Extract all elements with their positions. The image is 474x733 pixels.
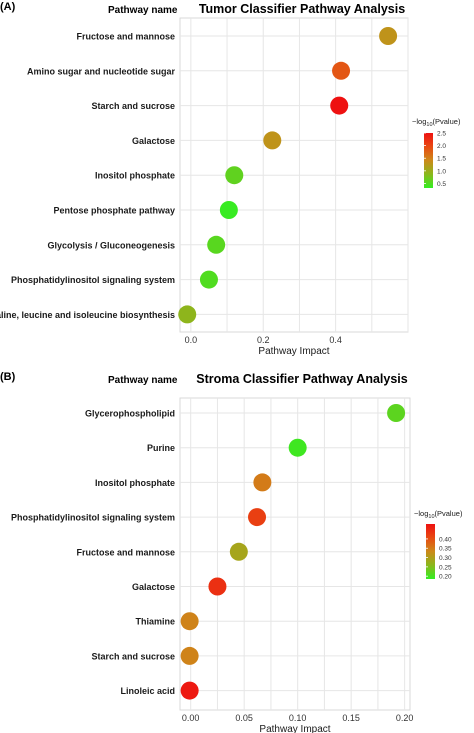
chart-title: Tumor Classifier Pathway Analysis	[199, 2, 405, 16]
x-tick-label: 0.00	[182, 713, 200, 723]
x-tick-label: 0.05	[235, 713, 253, 723]
x-tick-label: 0.4	[329, 335, 342, 345]
data-point	[253, 473, 272, 492]
data-point	[180, 681, 199, 700]
data-point	[387, 404, 406, 422]
x-tick-label: 0.15	[342, 713, 360, 723]
data-point	[219, 201, 238, 219]
legend-tick-label: 0.5	[437, 181, 446, 188]
pathway-label: Galactose	[132, 582, 175, 592]
legend-tick-label: 2.5	[437, 131, 446, 138]
pathway-label: Fructose and mannose	[76, 32, 175, 42]
x-axis-label: Pathway Impact	[258, 346, 329, 357]
data-point	[332, 61, 351, 80]
pathway-label: Purine	[147, 443, 175, 453]
data-point	[208, 577, 227, 596]
x-tick-label: 0.0	[185, 335, 198, 345]
legend-colorbar	[424, 133, 433, 188]
data-point	[248, 508, 267, 527]
data-point	[225, 166, 244, 185]
chart-title: Stroma Classifier Pathway Analysis	[196, 372, 407, 386]
chart-panel-1: Fructose and mannose Amino sugar and nucl…	[0, 1, 461, 357]
pathway-label: Phosphatidylinositol signaling system	[11, 513, 175, 523]
row-header: Pathway name	[108, 5, 178, 16]
pathway-label: Thiamine	[135, 617, 175, 627]
pathway-label: Valine, leucine and isoleucine biosynthe…	[0, 310, 175, 320]
legend-tick-label: 1.5	[437, 156, 446, 163]
data-point	[263, 131, 282, 150]
legend-colorbar	[426, 524, 435, 579]
legend-tick-label: 0.35	[439, 546, 452, 553]
data-point	[288, 438, 307, 457]
pathway-label: Starch and sucrose	[91, 101, 175, 111]
pathway-label: Fructose and mannose	[76, 547, 175, 557]
pathway-label: Inositol phosphate	[95, 171, 175, 181]
x-tick-label: 0.10	[289, 713, 307, 723]
pathway-label: Glycerophospholipid	[85, 409, 175, 419]
pathway-label: Starch and sucrose	[91, 651, 175, 661]
x-tick-label: 0.20	[396, 713, 414, 723]
data-point	[199, 270, 218, 289]
panel-label: (B)	[0, 371, 16, 383]
legend-tick-label: 0.40	[439, 536, 452, 543]
data-point	[180, 612, 199, 631]
legend-title: −log10(Pvalue)	[412, 117, 461, 128]
data-point	[330, 96, 349, 115]
chart-panel-2: Glycerophospholipid Purine Inositol phosph…	[0, 371, 463, 733]
x-axis-label: Pathway Impact	[259, 724, 330, 733]
pathway-label: Galactose	[132, 136, 175, 146]
row-header: Pathway name	[108, 375, 178, 386]
legend-tick-label: 0.30	[439, 555, 452, 562]
legend-title: −log10(Pvalue)	[414, 509, 463, 520]
pathway-label: Amino sugar and nucleotide sugar	[27, 66, 176, 76]
legend-tick-label: 2.0	[437, 143, 446, 150]
data-point	[178, 305, 197, 324]
data-point	[379, 27, 398, 45]
pathway-label: Glycolysis / Gluconeogenesis	[47, 240, 175, 250]
data-point	[207, 235, 226, 254]
pathway-label: Linoleic acid	[120, 686, 175, 696]
x-tick-label: 0.2	[257, 335, 270, 345]
legend-tick-label: 0.25	[439, 564, 452, 571]
pathway-label: Pentose phosphate pathway	[53, 206, 175, 216]
pathway-label: Phosphatidylinositol signaling system	[11, 275, 175, 285]
pathway-label: Inositol phosphate	[95, 478, 175, 488]
legend-tick-label: 0.20	[439, 574, 452, 581]
data-point	[229, 542, 248, 561]
legend-tick-label: 1.0	[437, 168, 446, 175]
panel-label: (A)	[0, 1, 16, 13]
data-point	[180, 646, 199, 665]
